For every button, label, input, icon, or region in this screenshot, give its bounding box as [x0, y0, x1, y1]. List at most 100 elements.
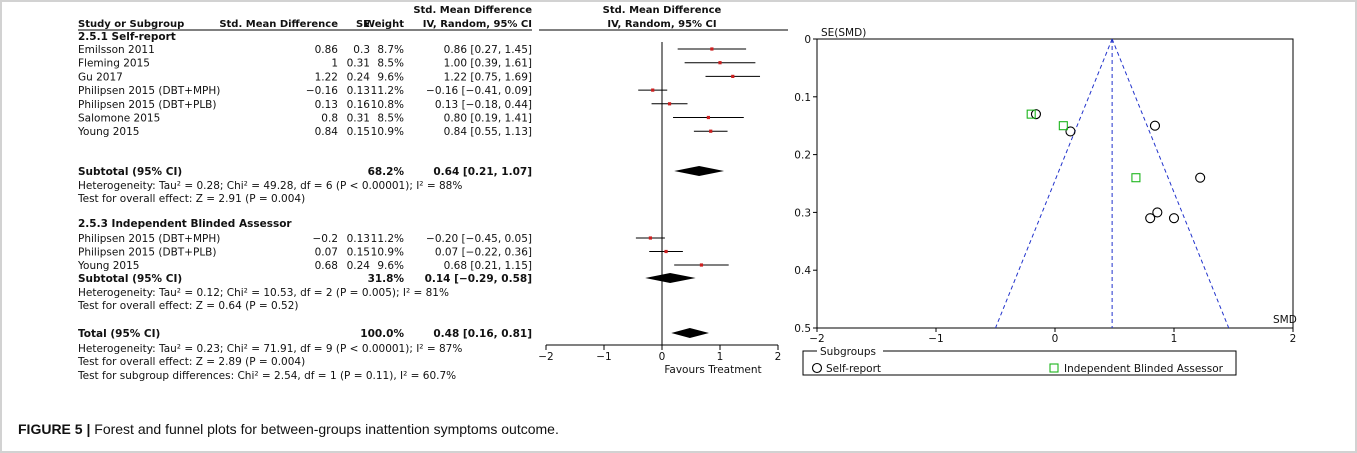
row-g1-5-ci: 0.13 [−0.18, 0.44]	[435, 99, 532, 111]
row-g1-3-se: 0.24	[347, 71, 371, 83]
row-g2-1-weight: 11.2%	[371, 233, 404, 245]
row-g1-4-study: Philipsen 2015 (DBT+MPH)	[78, 85, 220, 97]
row-g2-3-point	[699, 263, 704, 267]
group-title-2: 2.5.3 Independent Blinded Assessor	[78, 218, 292, 230]
funnel-plot-frame	[816, 38, 1294, 329]
funnel-x-axis-label: SMD	[1273, 314, 1297, 326]
funnel-y-tick-label: 0.3	[794, 207, 811, 219]
row-g1-2-se: 0.31	[347, 58, 370, 70]
group-title-1: 2.5.1 Self-report	[78, 31, 176, 43]
row-g1-7-study: Young 2015	[77, 126, 139, 138]
funnel-y-tick-label: 0.5	[794, 323, 811, 335]
row-g1-5-smd: 0.13	[315, 99, 338, 111]
row-g1-1-point	[710, 47, 714, 51]
row-g1-1-weight: 8.7%	[377, 44, 404, 56]
row-g1-3-ci: 1.22 [0.75, 1.69]	[444, 71, 532, 83]
row-g2-1-ci: −0.20 [−0.45, 0.05]	[426, 233, 532, 245]
funnel-x-tick-label: 2	[1290, 333, 1297, 345]
row-g1-6-ci: 0.80 [0.19, 1.41]	[444, 113, 532, 125]
header-weight: Weight	[364, 19, 404, 30]
subtotal-1-diamond	[674, 166, 725, 176]
funnel-point-self-report	[1195, 172, 1206, 183]
row-g2-3-study: Young 2015	[77, 260, 139, 272]
row-g2-2-study: Philipsen 2015 (DBT+PLB)	[78, 247, 216, 259]
funnel-point-blinded-assessor	[1131, 173, 1141, 183]
funnel-point-self-report	[1152, 207, 1163, 218]
funnel-y-tick-label: 0.2	[794, 150, 811, 162]
funnel-x-tick-label: 1	[1171, 333, 1178, 345]
row-g1-2-weight: 8.5%	[377, 58, 404, 70]
funnel-point-self-report	[1149, 120, 1161, 131]
row-g1-3-weight: 9.6%	[377, 71, 404, 83]
legend-self-report-marker	[811, 362, 823, 374]
row-g2-3-ci: 0.68 [0.21, 1.15]	[444, 260, 532, 272]
total-diamond	[671, 328, 709, 338]
funnel-x-tick-label: −2	[809, 333, 824, 345]
row-g1-4-weight: 11.2%	[371, 85, 404, 97]
header-smd-top: Std. Mean Difference	[413, 5, 532, 16]
row-g1-1-study: Emilsson 2011	[78, 44, 155, 56]
legend-blinded-label: Independent Blinded Assessor	[1064, 363, 1224, 375]
row-g1-7-se: 0.15	[347, 126, 370, 138]
row-g1-7-weight: 10.9%	[371, 126, 404, 138]
forest-x-tick-label: 1	[717, 351, 724, 363]
row-g1-6-study: Salomone 2015	[78, 113, 160, 125]
legend-box	[802, 350, 1237, 376]
funnel-right-limit	[1111, 38, 1230, 329]
funnel-point-self-report	[1065, 126, 1076, 137]
legend-blinded-marker	[1049, 363, 1059, 373]
funnel-y-tick-label: 0.1	[794, 92, 811, 104]
legend-self-report-label: Self-report	[826, 363, 881, 375]
subgroup-differences: Test for subgroup differences: Chi² = 2.…	[77, 370, 456, 382]
heterogeneity-1: Heterogeneity: Tau² = 0.28; Chi² = 49.28…	[78, 180, 462, 192]
subtotal-label-1: Subtotal (95% CI)	[78, 166, 182, 178]
caption-label: FIGURE 5 |	[18, 421, 91, 437]
row-g2-3-se: 0.24	[347, 260, 371, 272]
overall-effect-total: Test for overall effect: Z = 2.89 (P = 0…	[77, 356, 305, 368]
heterogeneity-total: Heterogeneity: Tau² = 0.23; Chi² = 71.91…	[78, 343, 462, 355]
row-g2-2-point	[664, 249, 668, 254]
legend-title: Subgroups	[820, 346, 876, 358]
row-g1-2-smd: 1	[331, 58, 338, 70]
row-g2-1-point	[648, 236, 652, 240]
row-g1-4-point	[651, 88, 655, 92]
overall-effect-2: Test for overall effect: Z = 0.64 (P = 0…	[77, 300, 299, 312]
funnel-x-tick-label: 0	[1052, 333, 1059, 345]
row-g2-1-smd: −0.2	[313, 233, 339, 245]
header-ci: IV, Random, 95% CI	[423, 19, 532, 30]
row-g1-5-se: 0.16	[347, 99, 371, 111]
row-g1-2-ci: 1.00 [0.39, 1.61]	[444, 58, 532, 70]
forest-x-tick-label: 0	[659, 351, 666, 363]
row-g1-5-study: Philipsen 2015 (DBT+PLB)	[78, 99, 216, 111]
forest-x-tick-label: 2	[775, 351, 782, 363]
row-g1-2-point	[718, 61, 722, 65]
subtotal-2-diamond	[645, 273, 696, 283]
row-g2-3-weight: 9.6%	[377, 260, 404, 272]
header-study: Study or Subgroup	[78, 19, 184, 30]
row-g1-4-smd: −0.16	[306, 85, 338, 97]
caption-text: Forest and funnel plots for between-grou…	[94, 421, 559, 437]
row-g1-6-weight: 8.5%	[377, 113, 404, 125]
total-ci: 0.48 [0.16, 0.81]	[433, 328, 532, 340]
row-g1-1-ci: 0.86 [0.27, 1.45]	[444, 44, 532, 56]
row-g1-1-smd: 0.86	[315, 44, 339, 56]
row-g1-4-se: 0.13	[347, 85, 370, 97]
row-g2-2-se: 0.15	[347, 247, 370, 259]
row-g1-7-smd: 0.84	[315, 126, 339, 138]
row-g1-7-point	[709, 129, 713, 133]
total-label: Total (95% CI)	[78, 328, 160, 340]
funnel-point-self-report	[1168, 213, 1180, 224]
row-g1-2-study: Fleming 2015	[78, 58, 150, 70]
row-g1-4-ci: −0.16 [−0.41, 0.09]	[426, 85, 532, 97]
row-g1-7-ci: 0.84 [0.55, 1.13]	[444, 126, 532, 138]
total-weight: 100.0%	[360, 328, 404, 340]
forest-x-tick-label: −1	[596, 351, 611, 363]
header-plot-top: Std. Mean Difference	[603, 5, 722, 16]
row-g1-6-point	[706, 115, 710, 120]
figure-caption: FIGURE 5 | Forest and funnel plots for b…	[18, 421, 559, 437]
forest-x-tick-label: −2	[538, 351, 553, 363]
subtotal-ci-1: 0.64 [0.21, 1.07]	[433, 166, 532, 178]
row-g2-2-ci: 0.07 [−0.22, 0.36]	[435, 247, 532, 259]
funnel-point-self-report	[1145, 213, 1156, 224]
